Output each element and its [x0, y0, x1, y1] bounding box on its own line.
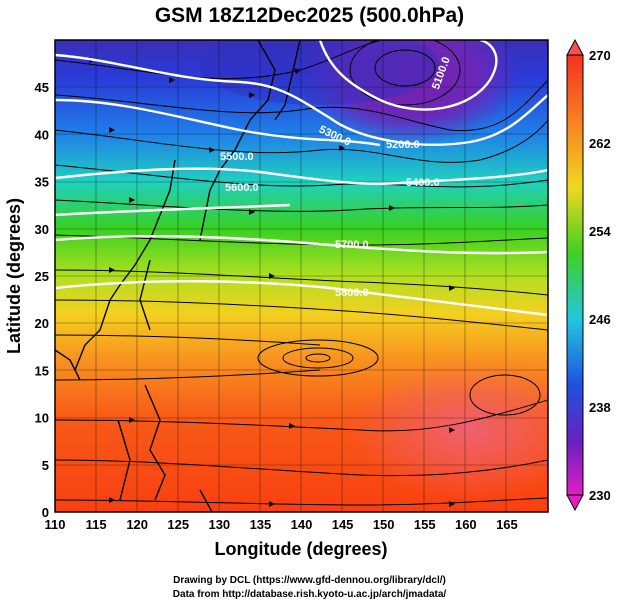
colorbar-tick-label: 254 — [589, 224, 611, 239]
y-axis-label: Latitude (degrees) — [4, 198, 24, 354]
x-tick-label: 155 — [414, 517, 436, 532]
y-tick-label: 5 — [42, 458, 49, 473]
colorbar-tick-label: 246 — [589, 312, 611, 327]
coastlines — [55, 40, 301, 512]
y-tick-label: 35 — [35, 175, 49, 190]
y-tick-label: 40 — [35, 127, 49, 142]
y-tick-label: 30 — [35, 222, 49, 237]
contour-label-5400: 5400.0 — [406, 177, 440, 189]
x-tick-label: 110 — [45, 517, 66, 532]
streamlines — [55, 40, 548, 506]
x-tick-label: 165 — [496, 517, 518, 532]
contour-label-5800: 5800.0 — [335, 287, 369, 299]
colorbar-tick-label: 230 — [589, 488, 611, 503]
height-contours — [55, 40, 548, 317]
x-tick-label: 115 — [86, 517, 107, 532]
chart-title: GSM 18Z12Dec2025 (500.0hPa) — [154, 4, 465, 27]
x-tick-label: 150 — [373, 517, 395, 532]
colorbar-tick-label: 238 — [589, 400, 611, 415]
y-tick-label: 25 — [35, 269, 49, 284]
y-tick-label: 0 — [42, 505, 49, 520]
y-tick-label: 20 — [35, 316, 49, 331]
colorbar-tick-label: 270 — [589, 48, 611, 63]
plot-frame — [54, 39, 549, 513]
credit-drawing: Drawing by DCL (https://www.gfd-dennou.o… — [173, 575, 446, 586]
y-tick-label: 10 — [35, 411, 49, 426]
temperature-field: 5100.0 5200.0 5300.0 5400.0 5500.0 5600.… — [55, 40, 548, 512]
grid-lines — [55, 40, 548, 512]
colorbar-tick-label: 262 — [589, 136, 611, 151]
colorbar — [566, 38, 584, 512]
x-tick-label: 160 — [455, 517, 477, 532]
x-axis-label: Longitude (degrees) — [214, 539, 387, 559]
x-tick-label: 145 — [332, 517, 354, 532]
x-tick-label: 140 — [291, 517, 313, 532]
contour-label-5700: 5700.0 — [335, 239, 369, 251]
y-tick-label: 15 — [35, 363, 49, 378]
x-tick-label: 120 — [126, 517, 148, 532]
contour-label-5200: 5200.0 — [386, 139, 420, 151]
x-axis: 110 115 120 125 130 135 140 145 150 155 160 165 — [45, 517, 518, 532]
colorbar-labels: 270 262 254 246 238 230 — [589, 48, 611, 503]
y-tick-label: 45 — [35, 80, 49, 95]
contour-label-5600: 5600.0 — [225, 182, 259, 194]
credit-data: Data from http://database.rish.kyoto-u.a… — [172, 589, 447, 600]
x-tick-label: 135 — [250, 517, 272, 532]
contour-label-5500: 5500.0 — [220, 151, 254, 163]
x-tick-label: 130 — [208, 517, 230, 532]
y-axis: 0 5 10 15 20 25 30 35 40 45 — [35, 80, 49, 520]
x-tick-label: 125 — [167, 517, 189, 532]
